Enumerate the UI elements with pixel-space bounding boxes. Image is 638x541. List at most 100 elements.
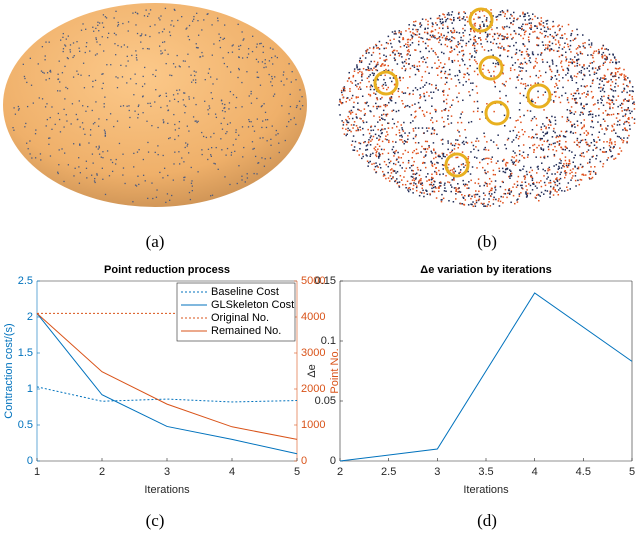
point	[262, 137, 263, 138]
point	[192, 21, 193, 22]
point	[369, 47, 371, 49]
point	[373, 73, 375, 75]
point	[442, 24, 444, 26]
point	[210, 136, 211, 137]
point	[562, 149, 564, 151]
point	[397, 182, 399, 184]
point	[441, 139, 443, 141]
point	[361, 158, 363, 160]
point	[415, 183, 417, 185]
point	[354, 70, 356, 72]
point	[540, 180, 542, 182]
x-tick-label: 4	[532, 466, 538, 478]
point	[51, 106, 52, 107]
point	[96, 53, 97, 54]
point	[521, 78, 523, 80]
point	[24, 126, 25, 127]
point	[459, 17, 461, 19]
point	[431, 174, 433, 176]
point	[197, 171, 198, 172]
point	[469, 65, 471, 67]
point	[375, 149, 377, 151]
point	[572, 98, 574, 100]
point	[398, 88, 400, 90]
point	[236, 97, 237, 98]
point	[416, 187, 418, 189]
point	[397, 171, 399, 173]
point	[624, 98, 626, 100]
point	[485, 147, 487, 149]
point	[473, 19, 475, 21]
point	[510, 202, 512, 204]
point	[379, 146, 381, 148]
point	[493, 81, 495, 83]
point	[416, 149, 418, 151]
point	[356, 67, 358, 69]
point	[442, 37, 444, 39]
point	[228, 52, 229, 53]
point	[622, 103, 624, 105]
point	[376, 106, 378, 108]
point	[518, 176, 520, 178]
point	[410, 44, 412, 46]
point	[413, 185, 415, 187]
point	[351, 98, 353, 100]
point	[350, 81, 352, 83]
point	[559, 56, 561, 58]
point	[580, 112, 582, 114]
point	[468, 122, 470, 124]
point	[428, 72, 430, 74]
point	[552, 136, 554, 138]
point	[565, 149, 567, 151]
point	[84, 134, 85, 135]
point	[345, 129, 347, 131]
point	[96, 41, 97, 42]
panel-label: (a)	[146, 232, 165, 251]
point	[536, 187, 538, 189]
x-tick-label: 3.5	[478, 466, 493, 478]
point	[470, 30, 472, 32]
point	[12, 127, 13, 128]
point	[339, 114, 341, 116]
x-axis-label: Iterations	[144, 484, 190, 496]
point	[442, 164, 444, 166]
point	[550, 180, 552, 182]
point	[559, 188, 561, 190]
point	[395, 164, 397, 166]
point	[558, 40, 560, 42]
point	[385, 104, 387, 106]
point	[511, 38, 513, 40]
point	[597, 69, 599, 71]
point	[518, 74, 520, 76]
point	[604, 151, 606, 153]
point	[471, 121, 473, 123]
point	[447, 140, 449, 142]
point	[392, 69, 394, 71]
point	[517, 181, 519, 183]
point	[446, 77, 448, 79]
point	[625, 129, 627, 131]
point	[413, 161, 415, 163]
point	[201, 132, 202, 133]
point	[614, 123, 616, 125]
point	[417, 29, 419, 31]
point	[95, 37, 96, 38]
point	[69, 49, 70, 50]
point	[512, 186, 514, 188]
point	[261, 127, 262, 128]
point	[122, 23, 123, 24]
point	[562, 26, 564, 28]
point	[559, 44, 561, 46]
point	[619, 124, 621, 126]
point	[302, 105, 303, 106]
point	[462, 163, 464, 165]
point	[207, 109, 208, 110]
point	[579, 97, 581, 99]
point	[499, 98, 501, 100]
point	[129, 117, 130, 118]
point	[452, 62, 454, 64]
point	[570, 121, 572, 123]
point	[444, 73, 446, 75]
point	[98, 148, 99, 149]
point	[479, 32, 481, 34]
